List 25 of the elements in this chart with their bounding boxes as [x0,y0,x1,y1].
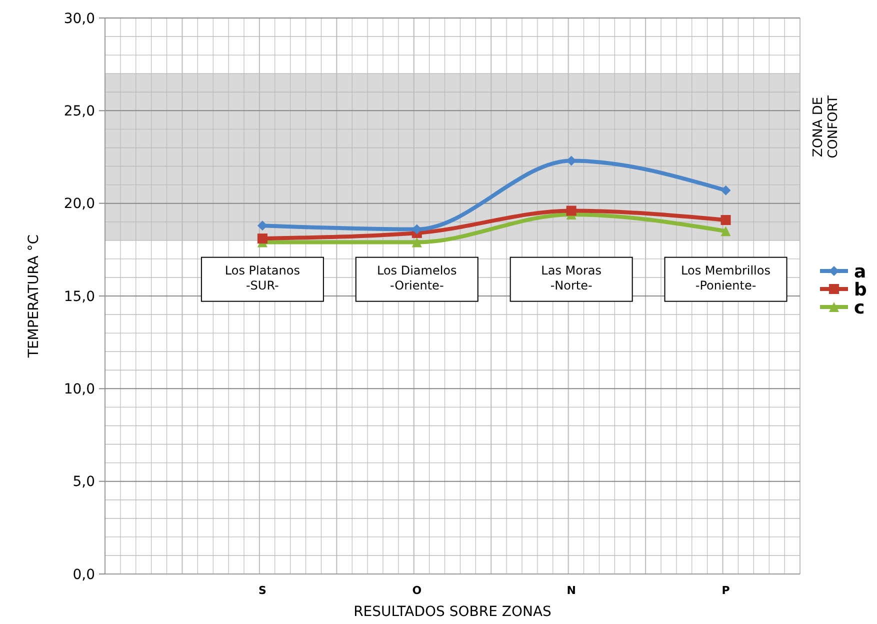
annotation: Los Platanos -SUR- [224,263,300,292]
x-tick-label: P [722,584,730,597]
point [412,237,422,248]
x-tick-label: N [566,584,576,597]
annotation: Los Diamelos -Oriente- [376,263,457,292]
y-tick-label: 10,0 [64,382,95,398]
point [257,220,268,231]
y-tick-label: 15,0 [64,288,95,305]
x-tick-label: O [412,584,422,597]
point [720,215,731,226]
y-tick-label: 0,0 [72,566,95,583]
y-tick-label: 20,0 [64,196,95,212]
point [720,226,731,236]
y-tick-label: 5,0 [72,474,95,490]
point [720,185,731,196]
x-tick-label: S [258,584,266,597]
y-axis-title: TEMPERATURA °C [26,234,42,359]
annotation: Los Membrillos -Poniente- [681,263,771,292]
x-axis-title: RESULTADOS SOBRE ZONAS [354,604,552,620]
annotation: Las Moras -Norte- [541,263,602,292]
point [566,206,576,216]
y-tick-label: 30,0 [64,10,95,27]
band-label: ZONA DE CONFORT [811,96,841,158]
point [257,234,268,244]
y-tick-label: 25,0 [64,104,95,120]
